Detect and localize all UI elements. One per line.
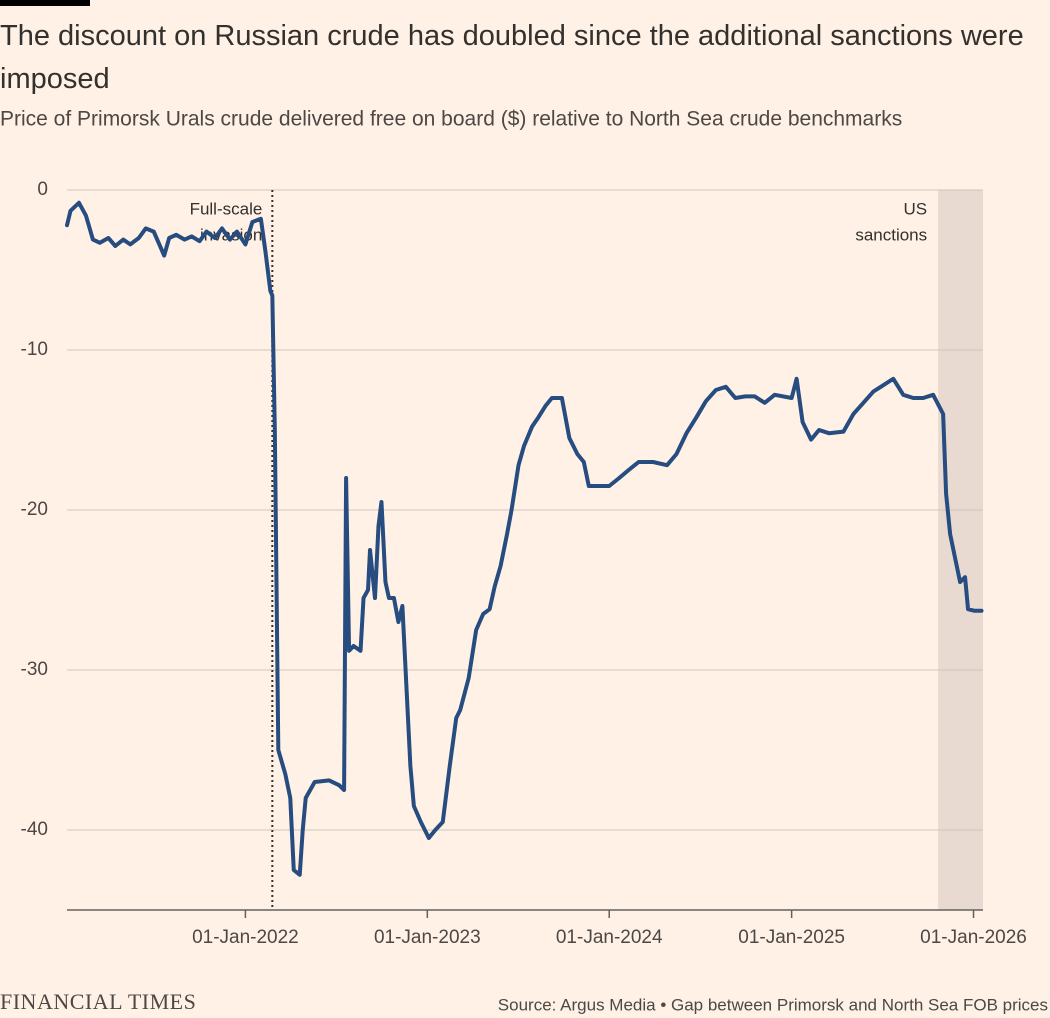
y-tick-label: -20 <box>21 499 48 520</box>
sanctions-shade <box>938 190 983 910</box>
y-tick-label: -10 <box>21 339 48 360</box>
annotation-text: US <box>904 199 928 218</box>
source: Source: Argus Media • Gap between Primor… <box>498 995 1048 1014</box>
x-tick-label: 01-Jan-2022 <box>192 927 299 948</box>
x-tick-label: 01-Jan-2026 <box>920 927 1027 948</box>
y-tick-label: -30 <box>21 659 48 680</box>
x-tick-label: 01-Jan-2024 <box>556 927 663 948</box>
annotation-text: Full-scale <box>190 199 263 218</box>
brand-bar <box>0 0 90 6</box>
price-gap-line <box>65 200 984 877</box>
chart-title: The discount on Russian crude has double… <box>0 20 1024 95</box>
x-tick-label: 01-Jan-2025 <box>738 927 845 948</box>
x-tick-label: 01-Jan-2023 <box>374 927 481 948</box>
annotation-text: sanctions <box>855 225 927 244</box>
brand: FINANCIAL TIMES <box>0 989 196 1014</box>
y-tick-label: -40 <box>21 819 48 840</box>
y-tick-label: 0 <box>37 179 48 200</box>
chart-subtitle: Price of Primorsk Urals crude delivered … <box>0 108 902 131</box>
